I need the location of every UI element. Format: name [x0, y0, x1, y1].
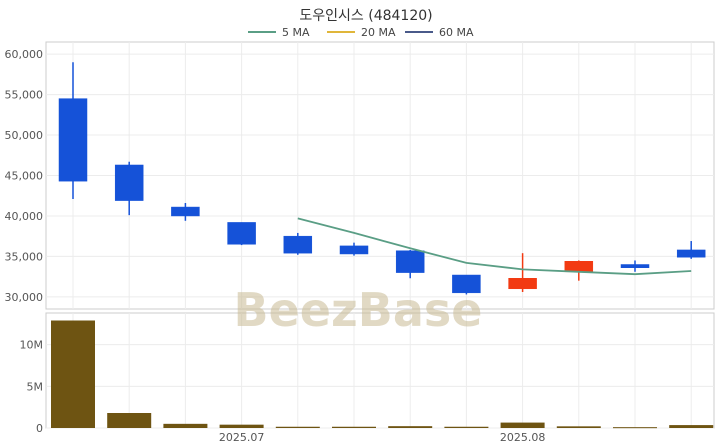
candle-body	[339, 245, 369, 255]
price-tick-label: 45,000	[5, 170, 44, 183]
candle-body	[508, 278, 537, 290]
volume-bar	[444, 426, 489, 428]
volume-bar	[613, 427, 657, 429]
volume-bar	[556, 426, 601, 428]
volume-bar	[107, 413, 152, 428]
volume-bar	[669, 425, 714, 428]
legend: 5 MA 20 MA 60 MA	[248, 26, 474, 39]
legend-label-ma20: 20 MA	[361, 26, 396, 39]
volume-bar	[275, 426, 320, 428]
price-tick-label: 30,000	[5, 291, 44, 304]
volume-bar	[219, 424, 264, 428]
volume-tick-label: 10M	[20, 339, 44, 352]
price-tick-label: 35,000	[5, 250, 44, 263]
legend-label-ma60: 60 MA	[439, 26, 474, 39]
candle-body	[114, 164, 144, 201]
candle-body	[676, 249, 706, 258]
volume-bars	[51, 320, 714, 429]
candle-body	[227, 222, 256, 245]
volume-bar	[500, 422, 545, 428]
moving-averages	[297, 217, 692, 276]
volume-tick-label: 5M	[27, 380, 44, 393]
volume-bar	[163, 423, 208, 428]
chart-title: 도우인시스 (484120)	[299, 8, 432, 24]
grid-lines	[46, 42, 714, 429]
volume-bar	[51, 320, 95, 428]
date-tick-label: 2025.07	[219, 431, 265, 444]
candle-body	[58, 98, 88, 182]
candle-body	[452, 274, 481, 294]
watermark: BeezBase	[234, 283, 483, 337]
price-tick-label: 40,000	[5, 210, 44, 223]
candle-body	[564, 261, 594, 273]
volume-bar	[332, 426, 376, 428]
volume-tick-label: 0	[36, 422, 43, 435]
legend-label-ma5: 5 MA	[282, 26, 310, 39]
price-tick-label: 55,000	[5, 89, 44, 102]
candle-body	[283, 235, 313, 254]
candle-body	[395, 250, 425, 273]
price-tick-label: 60,000	[5, 48, 44, 61]
volume-bar	[388, 426, 433, 428]
price-tick-label: 50,000	[5, 129, 44, 142]
candlesticks	[58, 62, 706, 295]
candle-body	[171, 206, 200, 217]
ma5-line	[297, 217, 692, 276]
axis-labels: 30,000 35,000 40,000 45,000 50,000 55,000 60,0…	[5, 48, 546, 444]
candle-body	[620, 264, 650, 268]
date-tick-label: 2025.08	[500, 431, 546, 444]
